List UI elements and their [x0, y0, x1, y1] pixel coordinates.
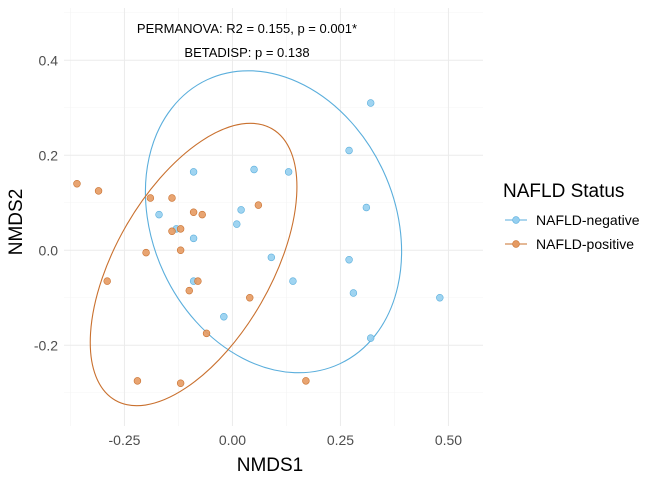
x-tick-label: 0.00: [219, 432, 246, 448]
y-tick-label: 0.4: [39, 52, 59, 68]
nafld-positive-point: [198, 210, 206, 219]
nafld-positive-point: [146, 194, 155, 202]
nafld-negative-point: [189, 234, 198, 243]
nafld-negative-point: [155, 210, 163, 219]
nafld-negative-point: [366, 99, 375, 107]
permanova-annotation: PERMANOVA: R2 = 0.155, p = 0.001*: [137, 21, 357, 36]
y-axis-ticks: -0.2 0.0 0.2 0.4: [34, 52, 58, 353]
x-tick-label: 0.50: [435, 432, 462, 448]
nafld-negative-point: [345, 256, 353, 264]
nafld-negative-point: [237, 206, 245, 214]
nafld-negative-point: [362, 203, 371, 212]
x-tick-label: -0.25: [109, 432, 141, 448]
nafld-negative-point: [366, 334, 375, 342]
nafld-positive-point: [302, 377, 310, 385]
legend: NAFLD Status NAFLD-negative NAFLD-positiv…: [503, 181, 640, 252]
nafld-positive-point: [73, 180, 81, 188]
nafld-positive-point: [168, 194, 176, 202]
nafld-positive-point: [185, 286, 193, 295]
nafld-negative-point: [189, 168, 198, 176]
nafld-positive-point: [94, 187, 103, 195]
nafld-positive-point: [254, 201, 263, 209]
nafld-negative-point: [250, 165, 258, 174]
y-tick-label: 0.0: [39, 242, 59, 258]
nafld-negative-point: [284, 168, 293, 176]
nafld-negative-point: [267, 253, 276, 262]
y-axis-title: NMDS2: [6, 189, 27, 256]
y-tick-label: 0.2: [39, 147, 59, 163]
legend-key-point: [512, 216, 520, 224]
nafld-negative-point: [345, 146, 353, 155]
nafld-positive-point: [168, 227, 176, 235]
x-tick-label: 0.25: [327, 432, 354, 448]
nafld-positive-point: [202, 329, 211, 338]
grid-lines: [64, 8, 483, 426]
y-tick-label: -0.2: [34, 337, 58, 353]
nafld-positive-point: [103, 277, 111, 285]
x-axis-title: NMDS1: [237, 455, 304, 476]
confidence-ellipses: [89, 70, 403, 407]
nafld-positive-point: [176, 246, 185, 254]
nafld-negative-point: [436, 294, 444, 302]
legend-label: NAFLD-positive: [536, 236, 634, 252]
nafld-positive-point: [246, 294, 254, 302]
legend-key-point: [512, 240, 520, 248]
data-points: [73, 99, 444, 387]
legend-title: NAFLD Status: [503, 181, 624, 202]
nafld-positive-point: [133, 377, 142, 385]
nafld-positive-point: [142, 248, 150, 257]
nafld-negative-point: [220, 313, 228, 321]
nafld-negative-point: [349, 289, 358, 297]
betadisp-annotation: BETADISP: p = 0.138: [184, 45, 309, 60]
nafld-positive-point: [176, 379, 185, 387]
nafld-positive-point: [189, 208, 198, 216]
nafld-positive-point: [176, 225, 185, 233]
nafld-negative-point: [289, 277, 297, 285]
legend-label: NAFLD-negative: [536, 212, 640, 228]
nafld-positive-point: [194, 277, 202, 285]
nafld-positive-ellipse: [89, 122, 298, 407]
nafld-negative-ellipse: [144, 70, 403, 374]
x-axis-ticks: -0.25 0.00 0.25 0.50: [109, 432, 463, 448]
nafld-negative-point: [233, 220, 241, 228]
